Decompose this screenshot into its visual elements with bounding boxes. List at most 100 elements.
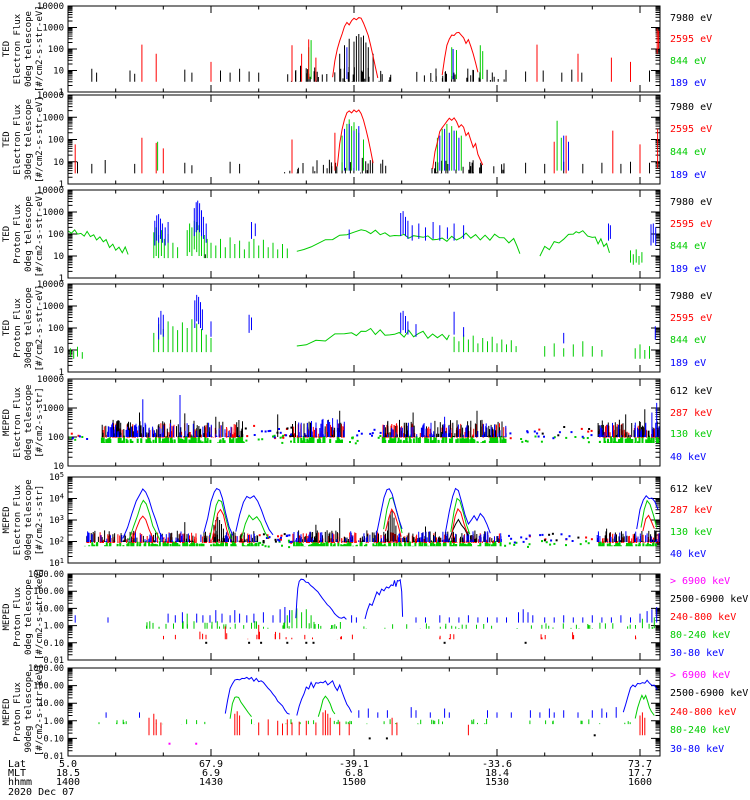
series-line: [296, 679, 353, 716]
series-dot: [548, 533, 551, 536]
series-line: [211, 508, 231, 541]
series-dot: [245, 439, 248, 442]
series-dot: [287, 539, 290, 542]
axis-title-ted-electron-30deg: TED Electron Flux 30deg telescope [#/cm2-s-…: [2, 95, 46, 184]
series-dot: [71, 437, 74, 440]
series-dot: [286, 534, 289, 537]
series-dot: [268, 536, 271, 539]
x-axis-row-label: hhmm: [8, 777, 33, 788]
series-dot: [443, 641, 446, 644]
series-dot: [587, 441, 590, 444]
axis-title-line: Proton Flux: [13, 204, 23, 264]
series-noise-band: [293, 540, 379, 547]
series-dot: [565, 436, 568, 439]
series-dot: [282, 436, 285, 439]
legend-entry: > 6900 keV: [670, 669, 731, 681]
series-line: [332, 17, 379, 79]
series-noise-band: [529, 720, 554, 725]
y-tick-label: 0.10: [44, 734, 64, 744]
series-dot: [551, 532, 554, 535]
axis-title-line: TED: [2, 40, 12, 58]
series-dot: [280, 536, 282, 539]
series-line: [450, 497, 471, 535]
series-dot: [571, 540, 574, 542]
axis-title-line: Electron Flux: [13, 104, 23, 175]
series-dot: [563, 426, 566, 428]
legend-entry: 7980 eV: [670, 102, 713, 114]
y-tick-label: 10000: [37, 186, 64, 196]
panel-data-ted-electron-0deg: [91, 17, 660, 82]
series-dot: [510, 537, 513, 540]
series-line: [295, 578, 347, 620]
panel-data-meped-electron-90deg: [83, 487, 660, 549]
series-line: [376, 488, 403, 533]
series-line: [128, 499, 161, 542]
series-dot: [205, 641, 208, 644]
y-tick-label: 0.01: [44, 656, 64, 666]
x-tick-value-lat: 5.0: [58, 759, 78, 770]
axis-title-line: MEPED: [2, 698, 12, 726]
axis-title-line: 90deg telescope: [24, 671, 34, 753]
x-axis-row-label: MLT: [8, 768, 27, 779]
series-dot: [289, 540, 292, 543]
series-dot: [195, 742, 198, 745]
panel-data-ted-proton-30deg: [69, 294, 656, 359]
series-noise-band: [471, 718, 488, 725]
series-line: [235, 495, 274, 536]
series-noise-band: [298, 419, 345, 437]
series-dot: [285, 434, 288, 437]
series-dot: [290, 434, 293, 437]
axis-title-line: Proton Flux: [13, 587, 23, 647]
axis-title-meped-electron-90deg: MEPED Electron Flux 90deg telescope [#/cm2-…: [2, 477, 46, 563]
series-dot: [590, 538, 593, 541]
y-tick-label: 0.10: [44, 639, 64, 649]
axis-title-line: [#/cm2-s-str-eV]: [35, 96, 45, 183]
x-tick-value-lat: -39.1: [338, 759, 370, 770]
series-noise-band: [378, 540, 502, 547]
legend-entry: 844 eV: [670, 335, 707, 347]
series-line: [432, 117, 484, 169]
x-tick-value-hhmm: 1530: [484, 777, 510, 788]
y-tick-label: 10000: [37, 91, 64, 101]
series-line: [229, 696, 252, 719]
series-dot: [550, 539, 553, 542]
series-dot: [258, 534, 261, 537]
series-line: [317, 695, 336, 717]
series-noise-band: [100, 435, 245, 443]
legend-entry: 7980 eV: [670, 291, 713, 303]
series-dot: [581, 435, 584, 438]
series-dot: [585, 536, 588, 539]
axis-title-line: [#/cm2-s-str]: [35, 387, 45, 458]
series-sticks: [186, 608, 655, 629]
series-noise-band: [291, 419, 345, 437]
series-dot: [379, 431, 382, 434]
axis-title-line: [#/cm2-s-str]: [35, 484, 45, 556]
series-dot: [385, 737, 388, 740]
series-dot: [368, 737, 371, 740]
y-tick-label: 100: [48, 433, 64, 443]
series-dot: [541, 533, 544, 536]
series-dot: [520, 438, 523, 440]
panel-data-meped-electron-0deg: [69, 395, 660, 445]
series-noise-band: [98, 719, 206, 725]
series-dot: [360, 432, 363, 435]
series-dot: [262, 541, 265, 544]
series-dot: [509, 437, 512, 440]
series-line: [445, 487, 491, 534]
series-dot: [70, 432, 73, 435]
y-tick-label: 100.00: [33, 587, 64, 597]
legend-entry: 80-240 keV: [670, 725, 731, 737]
series-dot: [582, 437, 585, 440]
series-dot: [504, 544, 507, 547]
series-dot: [590, 429, 593, 432]
y-tick-label: 10.00: [38, 604, 64, 614]
y-tick-label: 102: [49, 536, 64, 548]
axis-title-line: Electron Flux: [13, 13, 23, 85]
series-dot: [543, 539, 546, 542]
series-dot: [513, 541, 516, 544]
series-line: [296, 327, 450, 347]
y-tick-label: 100.00: [33, 682, 64, 692]
series-dot: [264, 430, 267, 433]
series-dot: [259, 541, 262, 544]
x-tick-value-hhmm: 1600: [627, 777, 653, 788]
